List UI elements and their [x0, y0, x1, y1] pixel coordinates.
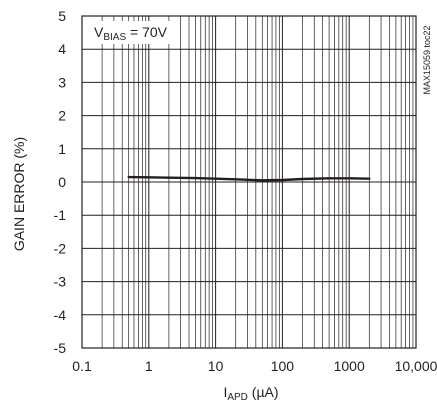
x-axis-label-sub: APD	[227, 392, 248, 403]
y-tick-label: -5	[54, 340, 67, 356]
y-tick-label: 3	[58, 74, 66, 90]
annotation-sub: BIAS	[103, 32, 126, 43]
x-axis-label: IAPD (µA)	[223, 384, 278, 403]
annotation-background	[90, 21, 172, 44]
y-tick-label: -3	[54, 274, 67, 290]
annotation-main: V	[94, 24, 104, 40]
plot-frame	[81, 15, 417, 349]
y-tick-label: 2	[58, 108, 66, 124]
x-axis-label-main: I	[223, 384, 227, 400]
annotation-rest: = 70V	[126, 24, 168, 40]
y-tick-label: 1	[58, 141, 66, 157]
y-tick-label: 5	[58, 8, 66, 24]
x-tick-label: 1000	[334, 358, 365, 374]
y-tick-label: -4	[54, 307, 67, 323]
x-tick-label: 0.1	[72, 358, 92, 374]
figure-code: MAX15059 toc22	[422, 25, 432, 94]
plot-area	[127, 175, 371, 182]
x-tick-label: 100	[271, 358, 295, 374]
y-axis-label: GAIN ERROR (%)	[11, 137, 27, 251]
x-tick-label: 1	[145, 358, 153, 374]
bias-annotation: VBIAS = 70V	[94, 24, 168, 43]
figure-code-background	[422, 18, 433, 102]
x-axis-label-unit: (µA)	[248, 384, 279, 400]
y-tick-label: -1	[54, 207, 67, 223]
x-tick-label: 10,000	[395, 358, 437, 374]
gain-error-line	[127, 175, 371, 182]
y-tick-label: 0	[58, 174, 66, 190]
y-tick-label: 4	[58, 41, 66, 57]
x-tick-label: 10	[208, 358, 224, 374]
tick-labels: -5 -4 -3 -2 -1 0 1 2 3 4 5 0.1 1 10 100 1000 10,000	[54, 8, 437, 374]
grid	[81, 15, 417, 349]
y-tick-label: -2	[54, 240, 67, 256]
